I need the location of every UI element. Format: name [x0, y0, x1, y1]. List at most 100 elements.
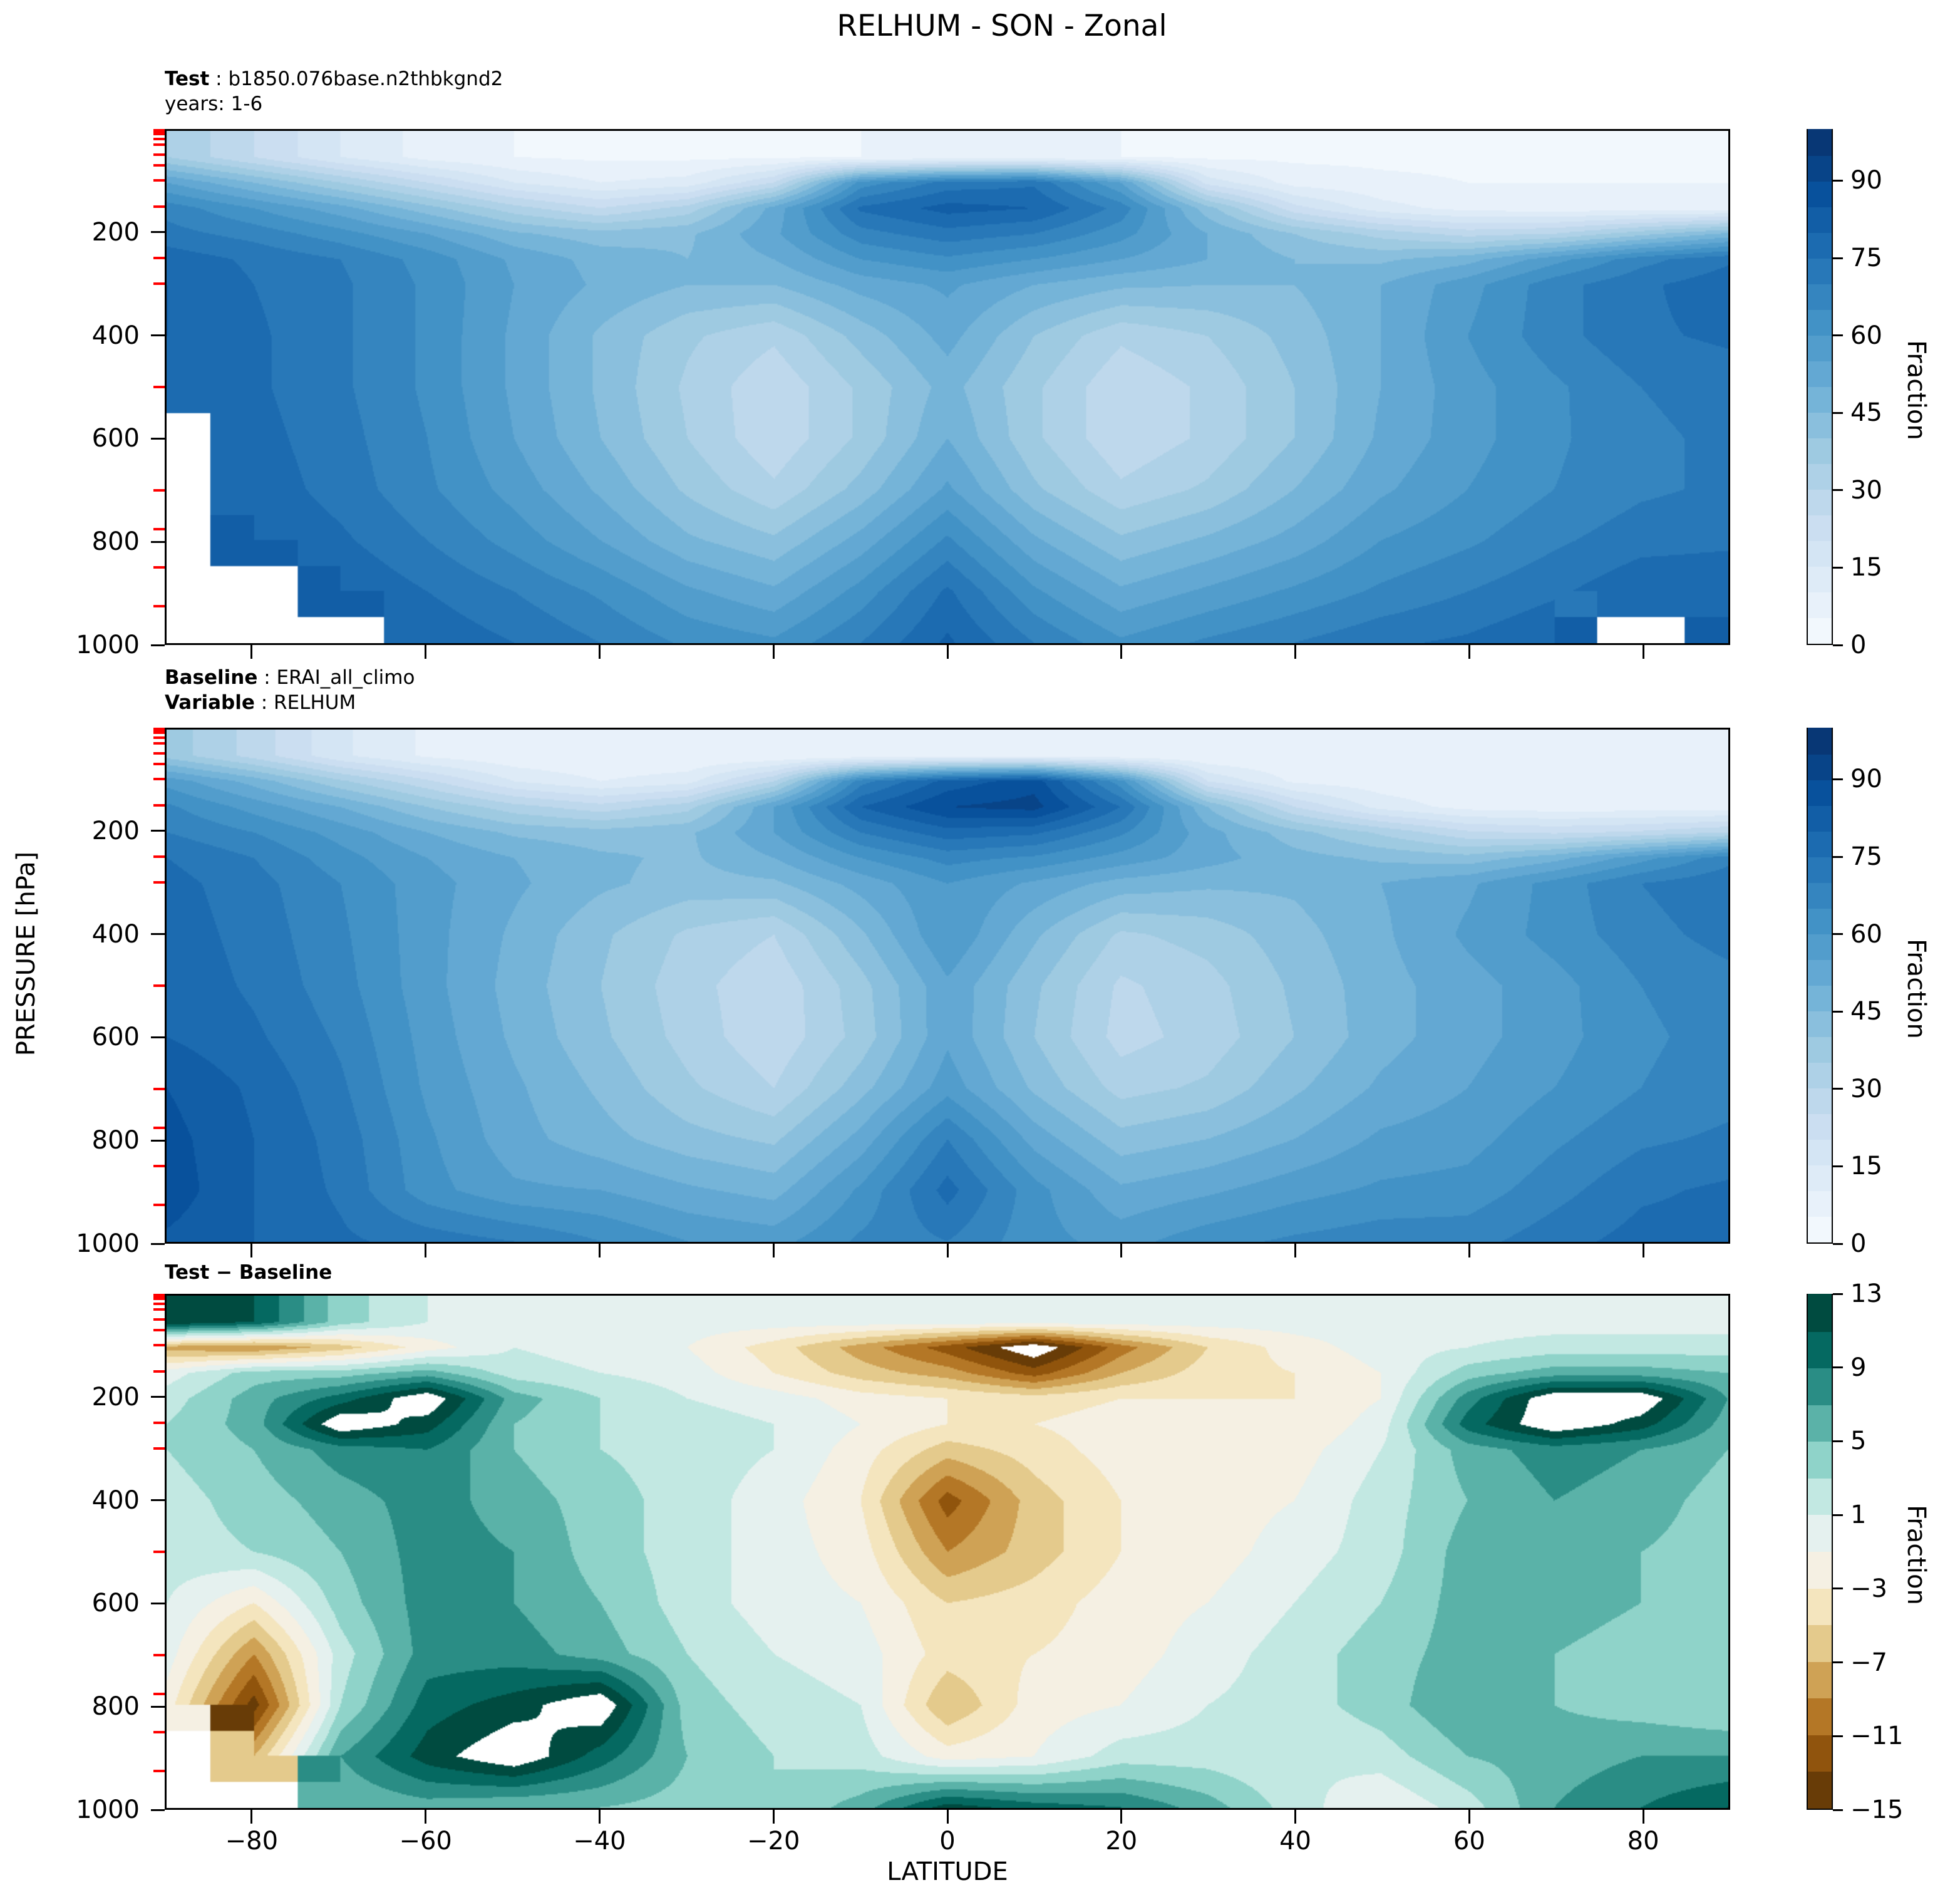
- panel-baseline-header: Baseline : ERAI_all_climo: [165, 666, 415, 689]
- y-tick-label: 1000: [76, 631, 140, 659]
- pressure-level-red-tick: [153, 1422, 165, 1424]
- pressure-level-red-tick: [153, 179, 165, 182]
- colorbar-segment: [1808, 1216, 1832, 1242]
- colorbar-segment: [1808, 882, 1832, 909]
- y-tick-label: 600: [91, 1589, 140, 1618]
- pressure-level-red-tick: [153, 1551, 165, 1553]
- colorbar-tick: [1833, 1661, 1843, 1664]
- colorbar-segment: [1808, 959, 1832, 986]
- x-major-tick: [1294, 1810, 1297, 1824]
- colorbar-segment: [1808, 488, 1832, 515]
- colorbar-segment: [1808, 805, 1832, 832]
- x-major-tick: [1642, 645, 1644, 659]
- colorbar-segment: [1808, 830, 1832, 857]
- y-major-tick: [151, 1242, 165, 1245]
- y-major-tick: [151, 540, 165, 543]
- colorbar-tick: [1833, 933, 1843, 936]
- colorbar-segment: [1808, 386, 1832, 413]
- pressure-level-red-tick: [153, 1447, 165, 1450]
- colorbar-tick-label: −15: [1850, 1795, 1904, 1824]
- panel-test-header-value: b1850.076base.n2thbkgnd2: [228, 68, 503, 90]
- colorbar-segment: [1808, 1440, 1832, 1479]
- panel-baseline-header-value: ERAI_all_climo: [276, 666, 415, 689]
- x-tick-label: −20: [747, 1827, 800, 1856]
- pressure-level-red-tick: [153, 153, 165, 157]
- colorbar-tick-label: 15: [1850, 1152, 1882, 1181]
- colorbar-segment: [1808, 1404, 1832, 1442]
- y-tick-label: 600: [91, 1023, 140, 1052]
- pressure-level-red-tick: [153, 741, 165, 745]
- y-major-tick: [151, 1602, 165, 1604]
- colorbar-tick: [1833, 1010, 1843, 1013]
- y-tick-label: 200: [91, 1382, 140, 1412]
- y-tick-label: 800: [91, 1126, 140, 1155]
- x-major-tick: [946, 645, 949, 659]
- colorbar-segment: [1808, 155, 1832, 182]
- y-tick-label: 1000: [76, 1795, 140, 1824]
- colorbar-segment: [1808, 617, 1832, 644]
- colorbar-test-label: Fraction: [1902, 340, 1931, 440]
- contour-panel-baseline: [165, 728, 1730, 1244]
- y-tick-label: 800: [91, 1692, 140, 1722]
- pressure-level-red-tick: [153, 855, 165, 858]
- pressure-level-red-tick: [153, 1204, 165, 1207]
- colorbar-segment: [1808, 591, 1832, 618]
- colorbar-segment: [1808, 907, 1832, 934]
- colorbar-tick: [1833, 1293, 1843, 1295]
- x-major-tick: [772, 645, 775, 659]
- panel-test-header-sep: :: [209, 68, 229, 90]
- x-major-tick: [946, 1810, 949, 1824]
- colorbar-segment: [1808, 1138, 1832, 1165]
- colorbar-tick: [1833, 1165, 1843, 1167]
- pressure-level-red-tick: [153, 1298, 165, 1301]
- pressure-level-red-tick: [153, 736, 165, 740]
- pressure-level-red-tick: [153, 1087, 165, 1090]
- y-major-tick: [151, 644, 165, 646]
- x-tick-label: 80: [1627, 1827, 1659, 1856]
- colorbar-segment: [1808, 933, 1832, 960]
- colorbar-segment: [1808, 1624, 1832, 1662]
- colorbar-segment: [1808, 856, 1832, 883]
- x-major-tick: [772, 1244, 775, 1257]
- colorbar-tick-label: −11: [1850, 1722, 1904, 1751]
- panel-baseline-variable-value: RELHUM: [274, 691, 356, 714]
- y-major-tick: [151, 1705, 165, 1708]
- colorbar-tick-label: 75: [1850, 842, 1882, 871]
- colorbar-segment: [1808, 1010, 1832, 1037]
- colorbar-segment: [1808, 1036, 1832, 1063]
- y-major-tick: [151, 1809, 165, 1811]
- y-major-tick: [151, 1139, 165, 1142]
- colorbar-tick-label: 90: [1850, 166, 1882, 195]
- y-major-tick: [151, 1396, 165, 1398]
- colorbar-tick-label: 60: [1850, 919, 1882, 949]
- colorbar-tick-label: 0: [1850, 1229, 1867, 1258]
- x-major-tick: [1120, 645, 1123, 659]
- y-tick-label: 800: [91, 527, 140, 557]
- x-tick-label: −60: [399, 1827, 452, 1856]
- pressure-level-red-tick: [153, 803, 165, 807]
- colorbar-tick-label: 0: [1850, 631, 1867, 659]
- x-axis-label: LATITUDE: [887, 1857, 1008, 1886]
- contour-panel-diff: [165, 1294, 1730, 1810]
- colorbar-tick-label: 9: [1850, 1353, 1867, 1382]
- pressure-level-red-tick: [153, 752, 165, 755]
- x-major-tick: [1468, 645, 1470, 659]
- colorbar-segment: [1808, 514, 1832, 541]
- colorbar-segment: [1808, 1367, 1832, 1405]
- colorbar-segment: [1808, 1734, 1832, 1772]
- colorbar-segment: [1808, 728, 1832, 755]
- colorbar-segment: [1808, 437, 1832, 464]
- pressure-level-red-tick: [153, 984, 165, 987]
- pressure-level-red-tick: [153, 138, 165, 141]
- colorbar-segment: [1808, 1661, 1832, 1699]
- colorbar-tick-label: 60: [1850, 321, 1882, 350]
- colorbar-tick: [1833, 1242, 1843, 1245]
- x-tick-label: −80: [225, 1827, 279, 1856]
- colorbar-segment: [1808, 1164, 1832, 1191]
- colorbar-tick-label: 90: [1850, 765, 1882, 794]
- x-major-tick: [1120, 1810, 1123, 1824]
- colorbar-segment: [1808, 1551, 1832, 1589]
- y-major-tick: [151, 933, 165, 936]
- pressure-level-red-tick: [153, 778, 165, 781]
- pressure-level-red-tick: [153, 1318, 165, 1321]
